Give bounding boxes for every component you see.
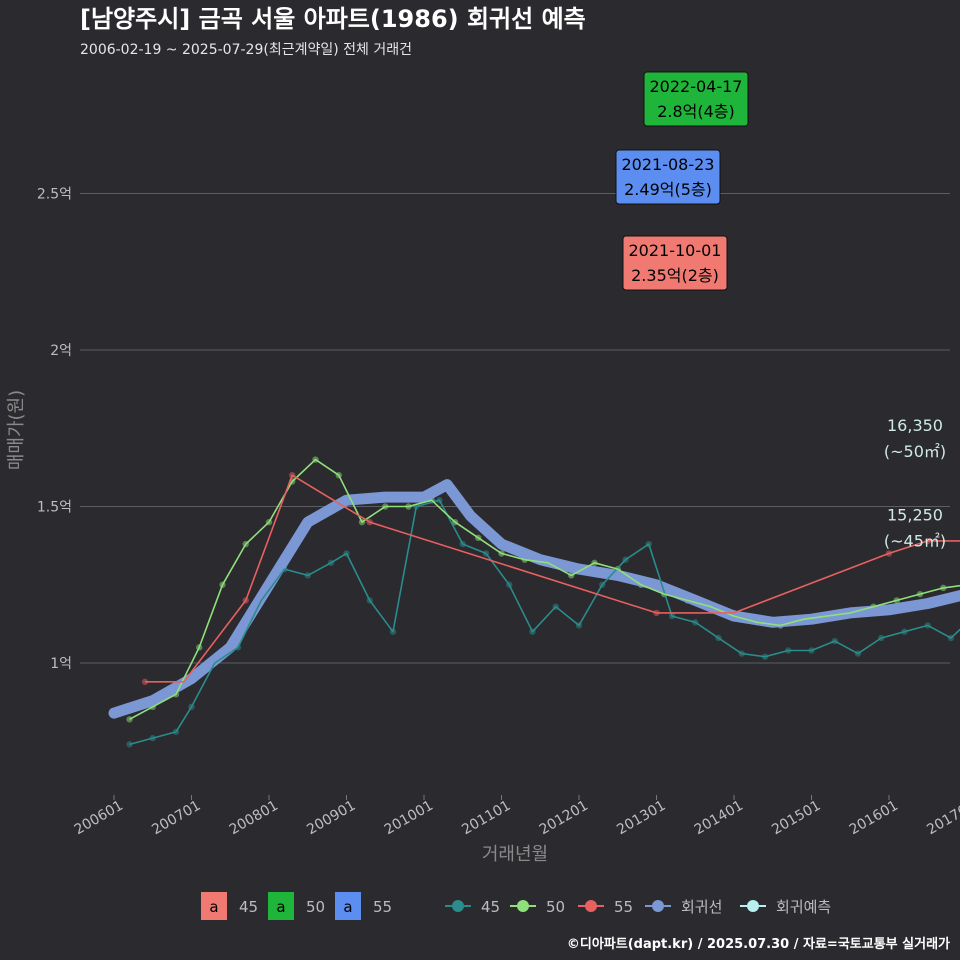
annotation-box-55 (615, 149, 721, 205)
legend-dot-3 (652, 900, 664, 912)
legend-box-symbol-45: a (209, 898, 218, 916)
point-50-0 (126, 716, 133, 723)
legend-box-label-55: 55 (373, 898, 392, 916)
forecast-area-50: (~50㎡) (884, 442, 946, 461)
annotation-box-45 (622, 235, 728, 291)
x-axis-title: 거래년월 (482, 844, 548, 865)
annotation-date-50: 2022-04-17 (650, 77, 743, 96)
y-axis-title: 매매가(원) (6, 390, 27, 470)
y-tick-label-3: 2.5억 (37, 187, 72, 203)
legend-line-label-1: 50 (546, 898, 565, 916)
x-tick-label-0: 200601 (72, 798, 126, 839)
legend-box-label-45: 45 (239, 898, 258, 916)
legend-box-55 (335, 892, 361, 920)
x-tick-label-2: 200801 (227, 798, 281, 839)
gridlines (80, 193, 950, 664)
y-axis-ticks: 1억 1.5억 2억 2.5억 (37, 187, 72, 673)
x-tick-label-5: 201101 (459, 798, 513, 839)
legend-line-label-4: 회귀예측 (776, 898, 831, 916)
forecast-value-50: 16,350 (887, 416, 943, 435)
x-tick-label-1: 200701 (149, 798, 203, 839)
legend-dot-2 (585, 900, 597, 912)
series-50-points (126, 456, 947, 723)
x-axis-ticks: 200601 200701 200801 200901 201001 201101 2012… (72, 795, 960, 838)
series-50-line (129, 458, 960, 721)
forecast-value-45: 15,250 (887, 506, 943, 525)
legend-dot-4 (747, 900, 759, 912)
series-45-line (129, 499, 960, 746)
annotations: 2022-04-17 2.8억(4층) 2021-08-23 2.49억(5층) 202… (615, 71, 749, 291)
series-55-line (145, 474, 960, 683)
annotation-price-50: 2.8억(4층) (657, 102, 735, 121)
annotation-price-55: 2.49억(5층) (624, 180, 712, 199)
plot-area: 16,350 (~50㎡) 15,250 (~45㎡) (108, 416, 960, 748)
x-tick-label-3: 200901 (304, 798, 358, 839)
legend-box-symbol-55: a (343, 898, 352, 916)
x-tick-label-10: 201601 (847, 798, 901, 839)
forecast-area-45: (~45㎡) (884, 532, 946, 551)
x-tick-label-4: 201001 (382, 798, 436, 839)
y-tick-label-1: 1.5억 (37, 500, 72, 516)
annotation-date-45: 2021-10-01 (629, 241, 722, 260)
series-45-points (126, 497, 955, 748)
x-tick-label-9: 201501 (769, 798, 823, 839)
chart-title: [남양주시] 금곡 서울 아파트(1986) 회귀선 예측 (80, 5, 586, 33)
legend-dot-1 (517, 900, 529, 912)
chart-subtitle: 2006-02-19 ~ 2025-07-29(최근계약일) 전체 거래건 (80, 42, 412, 58)
y-tick-label-2: 2억 (50, 343, 72, 359)
annotation-date-55: 2021-08-23 (622, 155, 715, 174)
legend-box-symbol-50: a (276, 898, 285, 916)
y-tick-label-0: 1억 (50, 656, 72, 672)
x-tick-label-8: 201401 (692, 798, 746, 839)
legend-line-label-2: 55 (614, 898, 633, 916)
x-tick-label-7: 201301 (614, 798, 668, 839)
legend-box-label-50: 50 (306, 898, 325, 916)
legend: a 45 a 50 a 55 45 50 55 회귀선 회귀예측 (201, 892, 831, 920)
regression-line (108, 479, 960, 719)
credit-text: ©디아파트(dapt.kr) / 2025.07.30 / 자료=국토교통부 실… (567, 936, 950, 952)
legend-line-label-0: 45 (481, 898, 500, 916)
legend-dot-0 (452, 900, 464, 912)
legend-box-50 (268, 892, 294, 920)
legend-box-45 (201, 892, 227, 920)
x-tick-label-6: 201201 (537, 798, 591, 839)
annotation-box-50 (643, 71, 749, 127)
x-tick-label-11: 201701 (924, 798, 960, 839)
annotation-price-45: 2.35억(2층) (631, 266, 719, 285)
legend-line-label-3: 회귀선 (681, 898, 722, 916)
